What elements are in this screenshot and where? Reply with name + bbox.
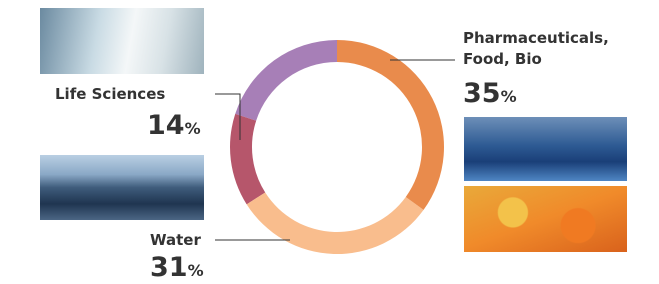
donut-segment bbox=[337, 40, 444, 210]
donut-segment bbox=[230, 114, 265, 204]
segment-label: Water bbox=[150, 230, 230, 251]
segment-label: Pharmaceuticals, Food, Bio bbox=[463, 28, 633, 70]
percent-unit: % bbox=[185, 119, 201, 138]
percent-value: 31 bbox=[150, 252, 188, 283]
segment-percent: 35% bbox=[463, 78, 517, 109]
donut-segment bbox=[235, 40, 337, 121]
percent-value: 35 bbox=[463, 78, 501, 109]
percent-value: 14 bbox=[147, 110, 185, 141]
segment-percent: 14% bbox=[147, 110, 201, 141]
segment-percent: 31% bbox=[150, 252, 204, 283]
segment-label: Life Sciences bbox=[55, 84, 195, 105]
percent-unit: % bbox=[501, 87, 517, 106]
page: Pharmaceuticals, Food, Bio 35% Water31% Lif… bbox=[0, 0, 659, 284]
percent-unit: % bbox=[188, 261, 204, 280]
donut-segment bbox=[247, 193, 424, 254]
